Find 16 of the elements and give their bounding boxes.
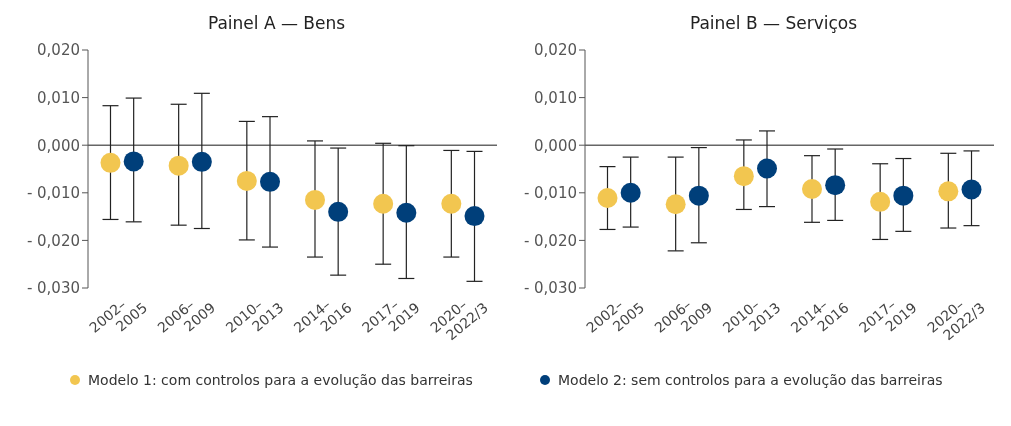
- y-tick-label: - 0,010: [26, 184, 80, 203]
- y-tick-label: - 0,020: [26, 231, 80, 250]
- legend-label: Modelo 1: com controlos para a evolução das barreiras: [88, 372, 473, 388]
- chart-title: Painel B — Serviços: [688, 12, 859, 35]
- y-tick-label: 0,020: [37, 41, 80, 60]
- y-tick-label: 0,000: [37, 136, 80, 155]
- y-tick-label: - 0,020: [523, 231, 577, 250]
- chart-title: Painel A — Bens: [206, 12, 347, 35]
- y-tick-label: 0,010: [37, 88, 80, 107]
- legend-label: Modelo 2: sem controlos para a evolução das barreiras: [558, 372, 943, 388]
- y-tick-label: - 0,010: [523, 184, 577, 203]
- y-tick-label: 0,020: [534, 41, 577, 60]
- y-tick-label: 0,010: [534, 88, 577, 107]
- y-tick-label: 0,000: [534, 136, 577, 155]
- y-tick-label: - 0,030: [26, 279, 80, 298]
- y-tick-label: - 0,030: [523, 279, 577, 298]
